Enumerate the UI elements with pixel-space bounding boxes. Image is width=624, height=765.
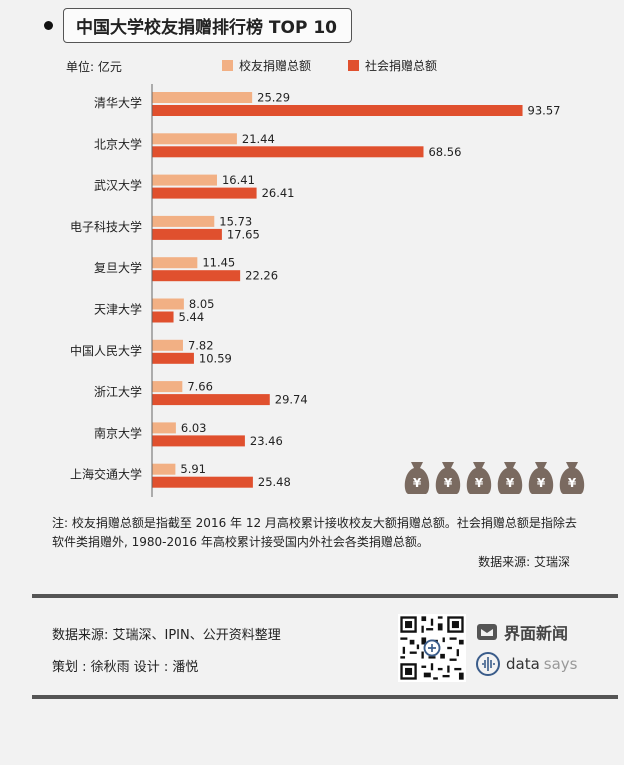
data-label: 11.45: [202, 256, 235, 270]
bullet-dot: [44, 21, 53, 30]
page-title: 中国大学校友捐赠排行榜 TOP 10: [63, 8, 353, 43]
category-label: 南京大学: [94, 425, 142, 440]
brand2-data: data: [506, 655, 540, 673]
title-group: 中国大学校友捐赠排行榜 TOP 10: [44, 8, 353, 43]
svg-text:¥: ¥: [475, 476, 484, 490]
data-label: 17.65: [227, 227, 260, 241]
data-label: 21.44: [242, 132, 275, 146]
bar-alumni: [152, 133, 237, 145]
brand-datasays: data says: [476, 652, 578, 676]
svg-text:¥: ¥: [413, 476, 422, 490]
legend-label-alumni: 校友捐赠总额: [239, 59, 312, 73]
data-label: 25.29: [257, 91, 290, 105]
bar-social: [152, 435, 245, 447]
svg-text:¥: ¥: [568, 476, 577, 490]
data-label: 7.66: [187, 380, 213, 394]
bar-alumni: [152, 381, 183, 393]
category-label: 天津大学: [94, 302, 142, 317]
money-bag-icon: ¥: [404, 462, 430, 494]
bar-alumni: [152, 339, 183, 351]
svg-text:¥: ¥: [537, 476, 546, 490]
money-bag-icon: ¥: [528, 462, 554, 494]
bar-alumni: [152, 92, 253, 103]
brand2-says: says: [543, 655, 578, 673]
brand-jiemian: 界面新闻: [476, 620, 568, 644]
bar-alumni: [152, 257, 198, 269]
bar-social: [152, 270, 241, 282]
bar-alumni: [152, 298, 184, 310]
category-label: 上海交通大学: [70, 467, 142, 482]
data-label: 22.26: [245, 269, 278, 283]
jiemian-logo-icon: [477, 624, 497, 640]
data-label: 5.44: [179, 310, 205, 324]
datasays-logo-icon: [476, 652, 500, 676]
bar-chart: 清华大学 25.29 93.57 北京大学 21.44 68.56 武汉大学 16.41 26.…: [70, 84, 585, 497]
bar-alumni: [152, 422, 176, 434]
category-label: 清华大学: [94, 95, 142, 110]
divider-top: [32, 594, 618, 598]
bar-social: [152, 146, 424, 158]
bar-social: [152, 187, 257, 199]
chart-note: 注: 校友捐赠总额是指截至 2016 年 12 月高校累计接收校友大额捐赠总额。…: [52, 516, 577, 549]
bar-alumni: [152, 174, 217, 186]
data-label: 15.73: [219, 214, 252, 228]
bar-social: [152, 352, 194, 364]
legend-label-social: 社会捐赠总额: [365, 59, 438, 73]
money-bag-icon: ¥: [497, 462, 523, 494]
footer-source: 数据来源: 艾瑞深、IPIN、公开资料整理: [52, 628, 281, 643]
legend-item-social: 社会捐赠总额: [348, 57, 437, 74]
brand1-label: 界面新闻: [504, 624, 569, 643]
money-bag-icon: ¥: [559, 462, 585, 494]
data-label: 5.91: [180, 462, 206, 476]
category-label: 北京大学: [94, 136, 142, 151]
footer-credit: 策划 : 徐秋雨 设计 : 潘悦: [52, 660, 199, 675]
data-label: 6.03: [181, 421, 207, 435]
data-label: 29.74: [275, 393, 308, 407]
category-label: 复旦大学: [94, 260, 142, 275]
divider-bottom: [32, 695, 618, 699]
money-bag-icon: ¥: [466, 462, 492, 494]
data-label: 7.82: [188, 338, 214, 352]
data-label: 68.56: [428, 145, 461, 159]
svg-text:¥: ¥: [444, 476, 453, 490]
data-label: 23.46: [250, 434, 283, 448]
bar-social: [152, 105, 523, 116]
data-label: 16.41: [222, 173, 255, 187]
data-label: 93.57: [528, 104, 561, 118]
bar-alumni: [152, 215, 215, 227]
legend-item-alumni: 校友捐赠总额: [222, 57, 311, 74]
bar-social: [152, 476, 253, 488]
bar-social: [152, 228, 222, 240]
legend-swatch-social: [348, 60, 359, 71]
note-source: 数据来源: 艾瑞深: [478, 555, 570, 569]
bar-social: [152, 311, 174, 323]
data-label: 8.05: [189, 297, 215, 311]
data-label: 25.48: [258, 475, 291, 489]
data-label: 10.59: [199, 351, 232, 365]
category-label: 浙江大学: [94, 384, 142, 399]
unit-label: 单位: 亿元: [66, 60, 122, 74]
bar-alumni: [152, 463, 176, 475]
money-bag-icon: ¥: [435, 462, 461, 494]
data-label: 26.41: [262, 186, 295, 200]
svg-text:¥: ¥: [506, 476, 515, 490]
category-label: 电子科技大学: [70, 219, 142, 234]
category-label: 武汉大学: [94, 178, 142, 193]
category-label: 中国人民大学: [70, 343, 142, 358]
legend-swatch-alumni: [222, 60, 233, 71]
qr-code: [398, 614, 466, 682]
bar-social: [152, 394, 270, 406]
